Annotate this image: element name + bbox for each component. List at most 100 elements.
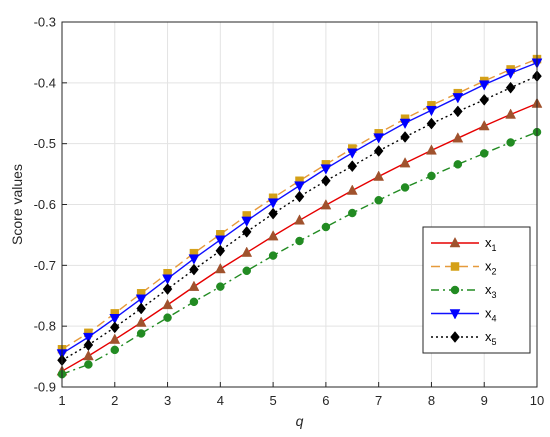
series-x1 [56,97,543,376]
legend-marker-x5 [450,331,460,343]
y-tick-label: -0.4 [34,75,56,90]
legend-label-subscript: 5 [492,337,497,347]
data-point-x1 [426,144,437,155]
legend-item-x2: x2 [431,259,497,277]
data-point-x1 [452,132,464,143]
data-point-x3 [321,222,331,232]
data-point-x1 [373,170,385,181]
y-tick-label: -0.9 [34,380,56,395]
data-point-x3 [348,208,357,218]
legend-marker-x1 [449,236,461,248]
data-point-x3 [268,251,278,260]
legend-label-subscript: 4 [492,314,497,324]
data-point-x4 [267,198,279,209]
data-point-x4 [320,164,332,175]
data-point-x3 [189,297,199,307]
data-point-x4 [294,181,305,192]
data-point-x1 [109,333,121,344]
data-point-x4 [426,105,437,117]
legend-marker-x4 [449,309,461,320]
data-point-x1 [214,262,226,274]
data-point-x3 [163,313,172,322]
data-point-x4 [505,68,517,80]
data-point-x3 [453,160,463,169]
data-point-x4 [241,216,253,227]
data-point-x5 [400,131,410,143]
data-point-x4 [478,80,490,91]
legend-label-subscript: 2 [492,267,497,277]
data-point-x3 [84,360,93,369]
legend-label-x2: x2 [485,259,497,277]
data-point-x5 [109,321,120,334]
y-axis-label: Score values [9,164,25,245]
data-point-x5 [479,93,490,106]
legend-label-main: x [485,259,492,274]
data-point-x3 [427,171,436,181]
data-point-x5 [268,207,278,220]
series-x5 [57,70,542,367]
data-point-x4 [135,294,147,305]
data-point-x3 [374,195,383,205]
data-point-x5 [347,160,358,173]
legend-box [422,226,531,354]
x-tick-label: 8 [428,393,435,408]
x-tick-label: 4 [217,393,224,408]
data-point-x3 [136,329,146,338]
data-point-x4 [399,118,411,130]
data-point-x5 [505,81,516,94]
data-point-x4 [373,133,385,144]
data-point-x1 [505,108,517,119]
data-point-x1 [267,230,279,241]
data-point-x5 [294,190,305,203]
legend-label-x4: x4 [485,306,497,324]
y-tick-label: -0.7 [34,258,56,273]
legend-item-x4: x4 [431,306,497,324]
data-point-x5 [136,302,146,315]
data-point-x4 [214,235,226,246]
y-tick-label: -0.5 [34,136,56,151]
legend-label-main: x [485,306,492,321]
data-point-x4 [109,314,121,325]
x-axis-label: q [296,413,304,429]
data-point-x1 [294,214,305,225]
data-point-x5 [162,283,173,295]
series-layer [56,54,543,379]
legend-label-main: x [485,235,492,250]
x-tick-label: 1 [58,393,65,408]
data-point-x1 [135,316,147,327]
data-point-x3 [295,236,304,246]
data-point-x1 [241,246,253,257]
data-point-x3 [400,183,410,192]
x-tick-label: 6 [322,393,329,408]
data-point-x5 [373,145,384,157]
data-point-x1 [478,119,490,131]
data-point-x5 [189,263,199,276]
data-point-x3 [110,345,120,355]
x-tick-label: 7 [375,393,382,408]
x-tick-label: 10 [530,393,544,408]
data-point-x3 [506,138,515,147]
legend-item-x3: x3 [431,282,497,300]
x-tick-label: 9 [481,393,488,408]
legend-item-x5: x5 [431,329,497,347]
data-point-x4 [452,93,464,104]
legend-marker-x3 [450,285,460,295]
data-point-x4 [82,332,94,344]
data-point-x5 [241,225,252,238]
data-point-x3 [479,149,489,158]
data-point-x1 [162,298,173,310]
legend-label-x3: x3 [485,282,497,300]
data-point-x1 [188,280,200,291]
data-point-x5 [215,244,226,257]
data-point-x1 [399,157,411,168]
data-point-x4 [162,274,173,285]
x-tick-label: 5 [269,393,276,408]
tick-labels: 1 2 3 4 5 6 7 8 9 10 -0.3 -0.4 -0.5 -0.6 -0.7 -0.8 -0.9 [34,15,545,409]
y-tick-label: -0.6 [34,197,56,212]
data-point-x1 [82,349,94,361]
legend-label-x5: x5 [485,329,497,347]
legend-label-main: x [485,329,492,344]
data-point-x4 [188,254,200,265]
legend-label-subscript: 1 [492,243,497,253]
